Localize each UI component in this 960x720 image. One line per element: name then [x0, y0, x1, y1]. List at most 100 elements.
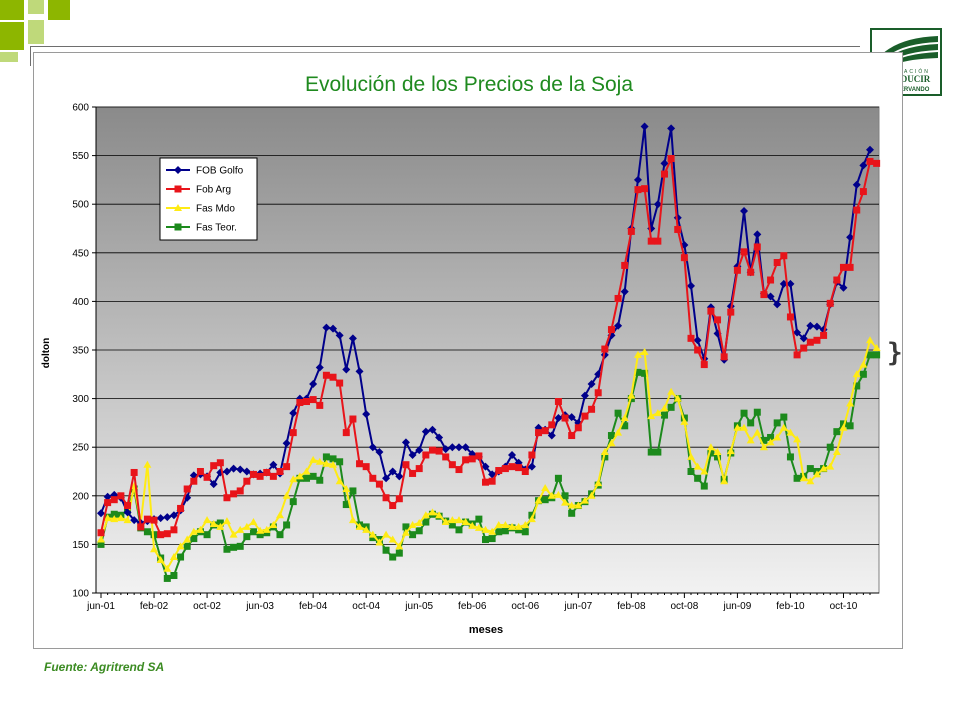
data-point — [295, 472, 304, 480]
data-point — [216, 459, 224, 467]
data-point — [494, 520, 503, 528]
data-point — [653, 409, 662, 417]
data-point — [275, 511, 284, 519]
data-point — [269, 472, 277, 480]
legend-swatch-marker — [174, 185, 182, 193]
data-point — [315, 457, 324, 465]
data-point — [528, 451, 536, 459]
data-point — [621, 261, 629, 269]
data-point — [448, 521, 456, 529]
data-point — [395, 472, 404, 481]
data-point — [753, 428, 762, 436]
data-point — [209, 480, 218, 489]
foundation-logo: FUNDACIÓN PRODUCIR CONSERVANDO — [870, 28, 942, 96]
data-point — [660, 159, 669, 168]
data-point — [196, 525, 205, 533]
header-rule — [30, 46, 860, 47]
data-point — [627, 391, 636, 399]
data-point — [674, 225, 682, 233]
data-point — [614, 428, 623, 436]
data-point — [401, 438, 410, 447]
data-point — [362, 525, 371, 533]
data-point — [826, 443, 834, 451]
data-point — [203, 531, 211, 539]
data-point — [441, 518, 450, 526]
data-point — [137, 523, 145, 531]
data-point — [421, 511, 430, 519]
data-point — [680, 254, 688, 262]
data-point — [654, 237, 662, 245]
data-point — [508, 463, 516, 471]
data-point — [846, 233, 855, 242]
data-point — [448, 516, 457, 524]
data-point — [547, 491, 556, 499]
data-point — [859, 161, 868, 170]
series-line-fas-mdo — [100, 338, 878, 571]
data-point — [588, 405, 596, 413]
data-point — [607, 439, 616, 447]
data-point — [733, 423, 742, 431]
data-point — [382, 474, 391, 483]
data-point — [541, 427, 549, 435]
y-tick-label: 500 — [72, 200, 89, 211]
data-point — [495, 467, 503, 475]
data-point — [402, 523, 410, 531]
data-point — [667, 155, 675, 163]
data-point — [229, 530, 238, 538]
data-point — [336, 458, 344, 466]
data-point — [375, 448, 384, 457]
data-point — [309, 455, 318, 463]
logo-line2: PRODUCIR — [882, 74, 931, 84]
data-point — [375, 480, 383, 488]
data-point — [455, 466, 463, 474]
legend-label: Fob Arg — [196, 185, 231, 196]
data-point — [97, 509, 105, 518]
data-point — [535, 429, 543, 437]
data-point — [673, 394, 682, 402]
data-point — [190, 477, 198, 485]
data-point — [514, 522, 523, 530]
logo-line1: FUNDACIÓN — [882, 68, 930, 75]
data-point — [382, 530, 391, 538]
data-point — [322, 371, 330, 379]
data-point — [315, 363, 324, 372]
data-point — [242, 467, 251, 476]
data-point — [633, 350, 642, 358]
data-point — [793, 351, 801, 359]
data-point — [283, 521, 291, 529]
data-point — [369, 474, 377, 482]
data-point — [580, 391, 589, 400]
data-point — [289, 475, 298, 483]
data-point — [256, 526, 265, 534]
data-point — [382, 546, 390, 554]
y-tick-label: 350 — [72, 346, 89, 357]
data-point — [488, 477, 496, 485]
data-point — [242, 522, 251, 530]
data-point — [150, 545, 159, 553]
data-point — [607, 326, 615, 334]
legend-swatch-marker — [174, 223, 182, 231]
data-point — [866, 351, 874, 359]
data-point — [653, 200, 662, 209]
legend-swatch-marker — [174, 204, 182, 211]
data-point — [395, 549, 403, 557]
data-point — [256, 531, 264, 539]
data-point — [660, 170, 668, 178]
data-point — [243, 533, 251, 541]
data-point — [495, 528, 503, 536]
data-point — [687, 281, 696, 290]
data-point — [601, 345, 609, 353]
logo-line3: CONSERVANDO — [883, 87, 930, 93]
accent-square — [0, 52, 18, 62]
data-point — [521, 520, 530, 528]
data-point — [567, 413, 576, 422]
data-point — [547, 431, 556, 440]
data-point — [793, 474, 801, 482]
data-point — [389, 553, 397, 561]
data-point — [541, 496, 549, 504]
data-point — [196, 468, 204, 475]
data-point — [634, 186, 642, 194]
data-point — [667, 403, 675, 411]
data-point — [368, 530, 377, 538]
data-point — [415, 527, 423, 535]
